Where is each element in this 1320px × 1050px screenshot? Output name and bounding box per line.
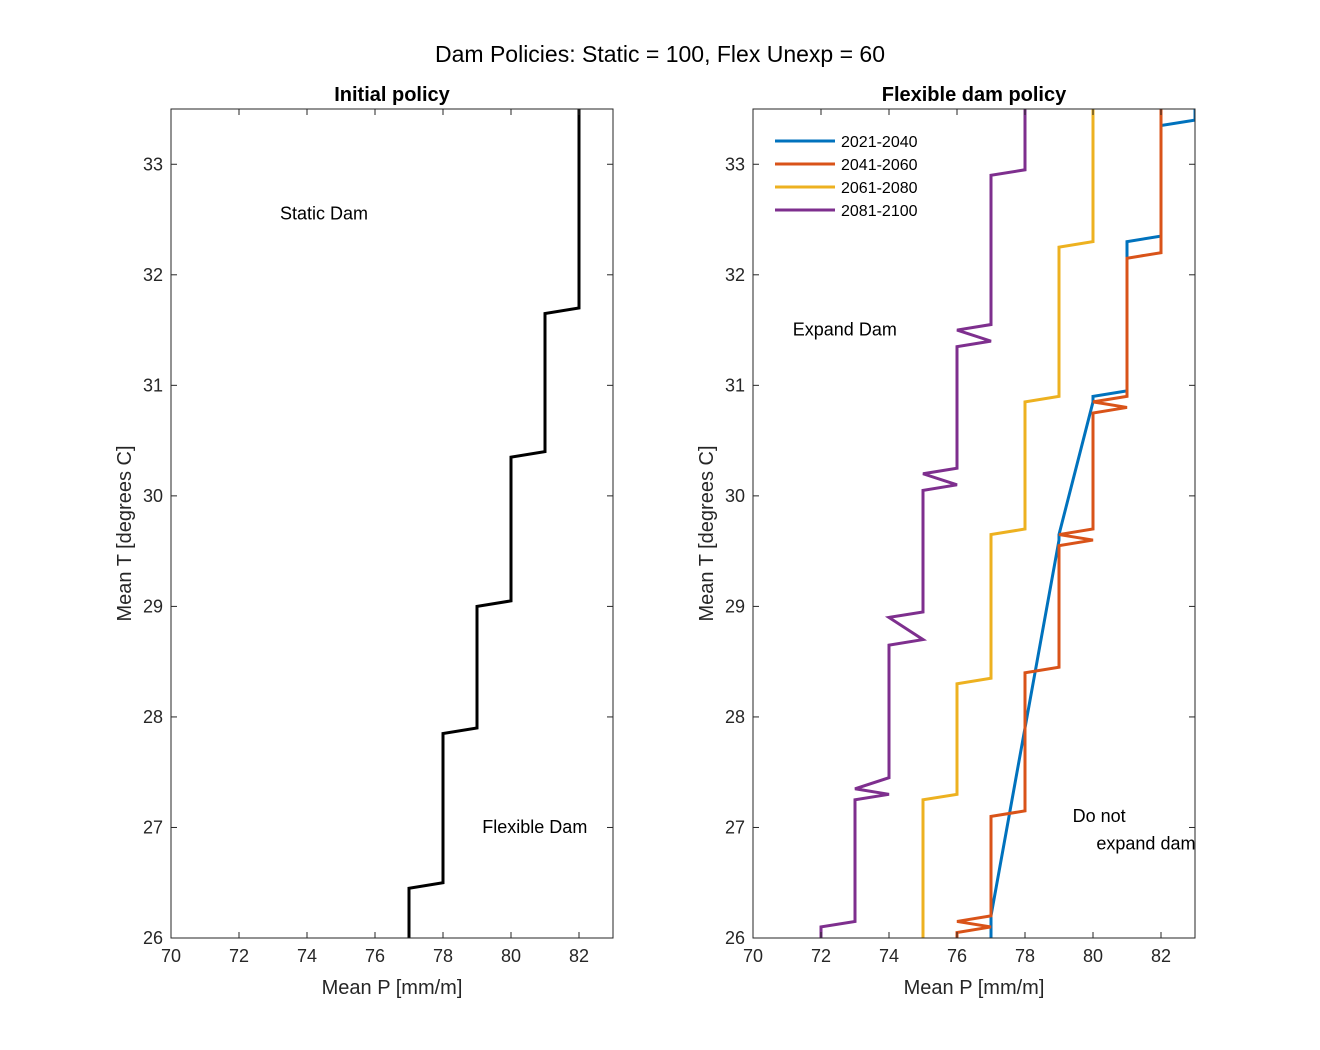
x-tick-label: 78: [1015, 946, 1035, 966]
y-tick-label: 27: [143, 817, 163, 837]
x-tick-label: 74: [879, 946, 899, 966]
x-tick-label: 76: [365, 946, 385, 966]
y-tick-label: 29: [725, 596, 745, 616]
x-tick-label: 72: [229, 946, 249, 966]
y-tick-label: 31: [143, 375, 163, 395]
x-tick-label: 76: [947, 946, 967, 966]
x-tick-label: 72: [811, 946, 831, 966]
annotation: Flexible Dam: [482, 817, 587, 837]
x-tick-label: 70: [743, 946, 763, 966]
y-axis-label: Mean T [degrees C]: [696, 445, 718, 621]
y-tick-label: 31: [725, 375, 745, 395]
y-tick-label: 33: [725, 154, 745, 174]
x-tick-label: 80: [501, 946, 521, 966]
x-tick-label: 78: [433, 946, 453, 966]
annotation: Do not: [1073, 806, 1126, 826]
legend-entry: 2061-2080: [841, 180, 918, 197]
y-tick-label: 28: [725, 707, 745, 727]
panel-title: Flexible dam policy: [882, 84, 1067, 106]
y-tick-label: 27: [725, 817, 745, 837]
legend-entry: 2081-2100: [841, 203, 918, 220]
y-tick-label: 30: [143, 486, 163, 506]
x-tick-label: 82: [569, 946, 589, 966]
series-line-2021-2040: [989, 109, 1195, 938]
flexible-policy-panel: Flexible dam policy 70 72 74 76 78 80 82 26 27 28 2…: [696, 84, 1196, 999]
legend-entry: 2021-2040: [841, 134, 918, 151]
x-tick-label: 82: [1151, 946, 1171, 966]
legend: 2021-2040 2041-2060 2061-2080 2081-2100: [775, 134, 918, 220]
annotation: Static Dam: [280, 204, 368, 224]
x-tick-label: 74: [297, 946, 317, 966]
legend-entry: 2041-2060: [841, 157, 918, 174]
x-tick-label: 70: [161, 946, 181, 966]
y-tick-label: 26: [143, 928, 163, 948]
figure-title: Dam Policies: Static = 100, Flex Unexp =…: [435, 41, 885, 67]
panel-title: Initial policy: [334, 84, 450, 106]
axes-box: [170, 108, 614, 939]
series-line-policy-0: [407, 109, 581, 938]
initial-policy-panel: Initial policy 70 72 74 76 78 80 82 26 27 28 29 30 31…: [114, 84, 614, 999]
x-axis-label: Mean P [mm/m]: [322, 977, 463, 999]
annotation: expand dam: [1096, 834, 1195, 854]
series-line-2061-2080: [921, 109, 1095, 938]
y-tick-label: 29: [143, 596, 163, 616]
y-tick-label: 26: [725, 928, 745, 948]
x-tick-label: 80: [1083, 946, 1103, 966]
y-tick-label: 33: [143, 154, 163, 174]
y-tick-label: 28: [143, 707, 163, 727]
series-line-2081-2100: [819, 109, 1027, 938]
x-axis-label: Mean P [mm/m]: [904, 977, 1045, 999]
y-axis-label: Mean T [degrees C]: [114, 445, 136, 621]
annotation: Expand Dam: [793, 320, 897, 340]
y-tick-label: 32: [725, 265, 745, 285]
axes-box: [752, 108, 1196, 939]
y-tick-label: 30: [725, 486, 745, 506]
series-line-2041-2060: [955, 109, 1163, 938]
y-tick-label: 32: [143, 265, 163, 285]
